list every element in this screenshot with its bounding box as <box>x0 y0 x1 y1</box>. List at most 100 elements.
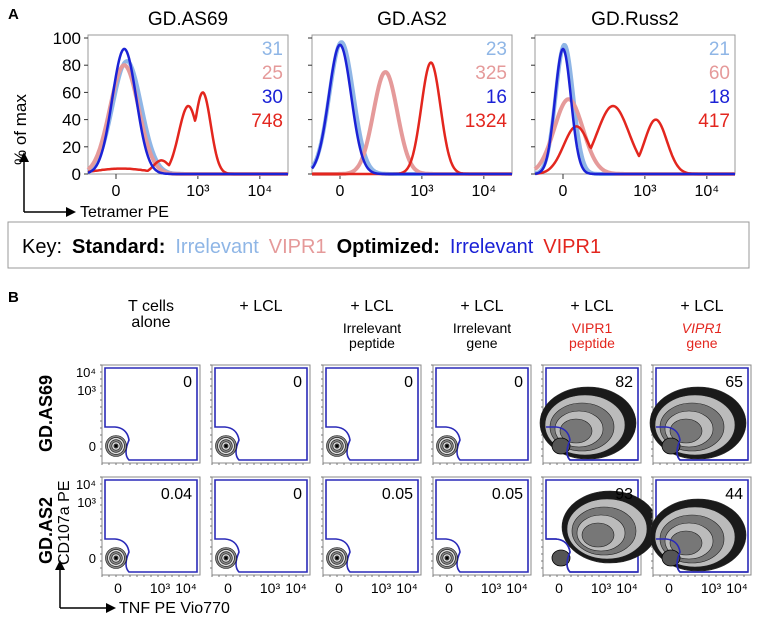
gate-percentage: 0 <box>514 374 523 391</box>
x-tick-label: 10⁴ <box>726 580 748 596</box>
x-tick-label: 10⁴ <box>285 580 307 596</box>
key-box <box>7 221 750 269</box>
y-tick-label: 0 <box>89 551 96 566</box>
flow-plot <box>321 476 422 577</box>
y-tick-label: 20 <box>62 138 81 157</box>
contour-center <box>335 556 339 560</box>
flow-plot <box>539 364 642 465</box>
mfi-value: 325 <box>475 63 507 84</box>
y-tick-label: 10³ <box>77 383 96 398</box>
gate <box>325 367 419 461</box>
x-axis-label: TNF PE Vio770 <box>119 600 230 617</box>
gate <box>435 479 529 573</box>
plot-frame <box>87 34 289 175</box>
column-header: gene <box>466 335 497 351</box>
x-tick-label: 0 <box>336 183 345 200</box>
contour <box>669 418 703 444</box>
histogram-GD.AS69 <box>84 34 289 179</box>
gate-percentage: 0.05 <box>492 486 523 503</box>
x-axis-label: Tetramer PE <box>80 204 169 221</box>
y-tick-label: 10³ <box>77 495 96 510</box>
histogram-title: GD.Russ2 <box>591 9 679 30</box>
contour-center <box>445 556 449 560</box>
x-tick-label: 10⁴ <box>472 183 497 200</box>
y-tick-label: 40 <box>62 111 81 130</box>
y-tick-label: 100 <box>53 29 81 48</box>
y-tick-label: 10⁴ <box>76 365 96 380</box>
flow-plot <box>431 364 532 465</box>
axis-arrows <box>59 568 108 609</box>
contour <box>661 437 681 455</box>
gate-percentage: 0.04 <box>161 486 192 503</box>
mfi-value: 30 <box>262 87 283 108</box>
gate <box>214 367 308 461</box>
key-label: Key: <box>22 236 62 258</box>
y-axis-label: CD107a PE <box>56 481 73 566</box>
row-label: GD.AS2 <box>36 497 56 564</box>
panel-a-label: A <box>8 6 19 23</box>
contour <box>559 418 593 444</box>
flow-plot <box>541 476 659 577</box>
column-header: + LCL <box>460 298 503 315</box>
histogram-curve-std_irrelevant <box>534 42 736 176</box>
contour-center <box>114 444 118 448</box>
mfi-value: 16 <box>486 87 507 108</box>
x-tick-label: 10⁴ <box>616 580 638 596</box>
contour-center <box>224 556 228 560</box>
y-tick-label: 80 <box>62 56 81 75</box>
flow-plot <box>210 364 311 465</box>
plot-frame <box>311 34 513 175</box>
flow-plot <box>210 476 311 577</box>
gate <box>104 367 198 461</box>
flow-plot <box>100 364 201 465</box>
key-legend: Key: Standard: Irrelevant VIPR1 Optimized: Ir… <box>22 236 601 258</box>
column-header: gene <box>686 335 717 351</box>
histogram-GD.Russ2 <box>531 34 736 179</box>
column-header: + LCL <box>239 298 282 315</box>
x-tick-label: 10³ <box>260 580 281 596</box>
column-header: T cells <box>128 298 174 315</box>
x-tick-label: 10³ <box>481 580 502 596</box>
column-header: alone <box>131 314 170 331</box>
flow-plot <box>100 476 201 577</box>
histogram-title: GD.AS69 <box>148 9 228 30</box>
histogram-curve-opt_irrelevant <box>534 47 736 176</box>
x-tick-label: 0 <box>555 580 563 596</box>
gate-percentage: 0 <box>293 486 302 503</box>
column-header: + LCL <box>570 298 613 315</box>
column-header: Irrelevant <box>343 320 401 336</box>
key-standard: Standard: <box>72 236 165 258</box>
contour-center <box>114 556 118 560</box>
x-tick-label: 0 <box>112 183 121 200</box>
contour-center <box>224 444 228 448</box>
contour <box>661 549 681 567</box>
contour <box>551 437 571 455</box>
x-tick-label: 10⁴ <box>695 183 720 200</box>
contour <box>551 549 571 567</box>
gate <box>214 479 308 573</box>
x-tick-label: 10⁴ <box>248 183 273 200</box>
x-tick-label: 0 <box>559 183 568 200</box>
x-tick-label: 0 <box>114 580 122 596</box>
x-tick-label: 10³ <box>150 580 171 596</box>
x-tick-label: 10⁴ <box>506 580 528 596</box>
mfi-value: 18 <box>709 87 730 108</box>
key-optimized: Optimized: <box>337 236 440 258</box>
key-irrelevant: Irrelevant <box>450 236 534 258</box>
column-header: peptide <box>349 335 395 351</box>
x-tick-label: 0 <box>224 580 232 596</box>
gate <box>325 479 419 573</box>
x-tick-label: 10⁴ <box>396 580 418 596</box>
arrow-heads <box>55 560 116 613</box>
gate-percentage: 65 <box>725 374 743 391</box>
key-vipr1: VIPR1 <box>543 236 601 258</box>
y-axis-label: % of max <box>11 94 30 165</box>
gate <box>656 426 748 461</box>
column-header: + LCL <box>680 298 723 315</box>
histogram-curve-opt_irrelevant <box>310 43 513 176</box>
y-tick-label: 0 <box>89 439 96 454</box>
x-tick-label: 10³ <box>633 183 657 200</box>
x-tick-label: 10³ <box>186 183 210 200</box>
gate-percentage: 0.05 <box>382 486 413 503</box>
